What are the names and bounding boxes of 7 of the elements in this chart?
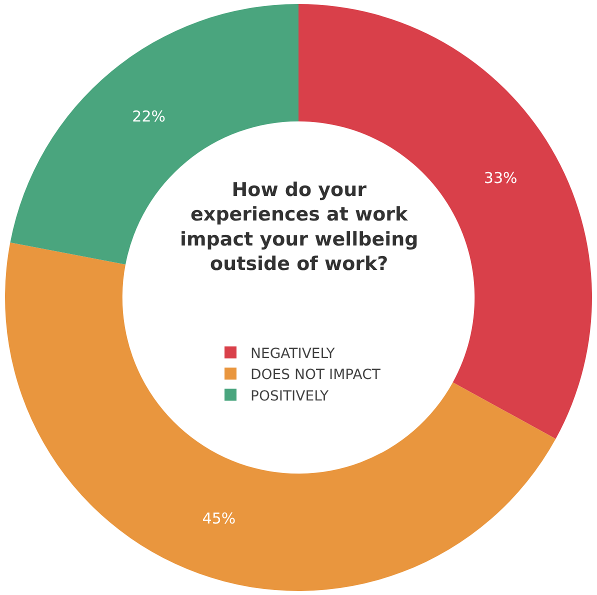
data-label: 22% [132, 108, 166, 126]
legend-label: NEGATIVELY [250, 346, 336, 362]
data-label: 45% [202, 509, 236, 528]
legend-label: DOES NOT IMPACT [250, 367, 381, 384]
data-label: 33% [484, 168, 518, 187]
legend-label: POSITIVELY [250, 388, 330, 404]
text: How do your experiences at work impact your wellbeing outside of work? [180, 179, 418, 276]
